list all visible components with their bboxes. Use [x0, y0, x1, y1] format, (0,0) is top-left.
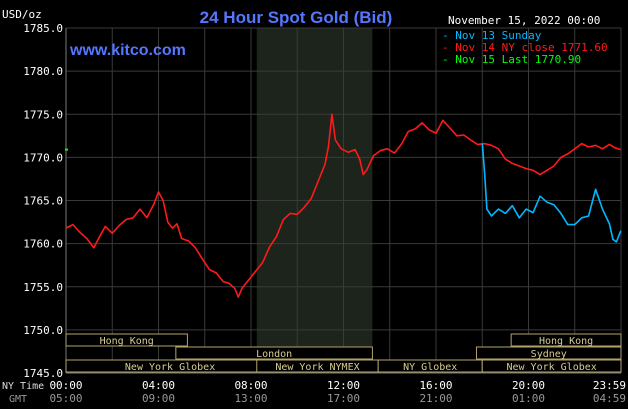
- y-axis-ticks: 1785.0 1780.0 1775.0 1770.0 1765.0 1760.0 1755…: [23, 22, 63, 380]
- session-new-york-globex: New York Globex: [65, 359, 275, 373]
- legend-item-nov13: - Nov 13 Sunday: [442, 29, 542, 42]
- session-box: [475, 346, 622, 360]
- unit-label: USD/oz: [2, 8, 42, 21]
- gmt-tick: 04:59: [593, 392, 626, 405]
- session-box: [481, 359, 622, 373]
- gmt-tick: 01:00: [512, 392, 545, 405]
- ny-time-tick: 16:00: [419, 379, 452, 392]
- session-label: New York Globex: [506, 362, 596, 373]
- y-tick-label: 1755.0: [23, 281, 63, 294]
- session-hong-kong: Hong Kong: [510, 333, 622, 347]
- ny-time-tick: 12:00: [327, 379, 360, 392]
- trading-sessions: Hong Kong London New York Globex New York N…: [65, 333, 622, 373]
- legend-item-nov14: - Nov 14 NY close 1771.60: [442, 41, 608, 54]
- session-label: London: [256, 349, 292, 360]
- y-tick-label: 1760.0: [23, 238, 63, 251]
- grid-lines: [65, 27, 622, 374]
- gmt-tick: 21:00: [419, 392, 452, 405]
- y-tick-label: 1750.0: [23, 324, 63, 337]
- session-box: [65, 333, 188, 347]
- ny-time-tick: 04:00: [142, 379, 175, 392]
- session-ny-globex: NY Globex: [377, 359, 483, 373]
- session-label: Sydney: [531, 349, 567, 360]
- session-box: [510, 333, 622, 347]
- gmt-tick: 17:00: [327, 392, 360, 405]
- session-box: [175, 346, 373, 360]
- legend-item-nov15: - Nov 15 Last 1770.90: [442, 53, 581, 66]
- gmt-label: GMT: [9, 394, 27, 405]
- y-tick-label: 1775.0: [23, 108, 63, 121]
- chart-date: November 15, 2022 00:00: [448, 14, 600, 27]
- session-sydney: Sydney: [475, 346, 622, 360]
- gmt-tick: 05:00: [49, 392, 82, 405]
- y-tick-label: 1770.0: [23, 151, 63, 164]
- session-label: New York Globex: [125, 362, 215, 373]
- ny-time-tick: 20:00: [512, 379, 545, 392]
- y-tick-label: 1765.0: [23, 195, 63, 208]
- session-hong-kong: Hong Kong: [65, 333, 188, 347]
- ny-time-tick: 08:00: [234, 379, 267, 392]
- session-label: New York NYMEX: [275, 362, 359, 373]
- session-new-york-nymex: New York NYMEX: [256, 359, 379, 373]
- gmt-tick: 13:00: [234, 392, 267, 405]
- y-tick-label: 1780.0: [23, 65, 63, 78]
- session-london: London: [175, 346, 373, 360]
- series-line: [65, 113, 622, 298]
- y-tick-label: 1785.0: [23, 22, 63, 35]
- session-label: Hong Kong: [539, 336, 593, 347]
- session-label: NY Globex: [403, 362, 457, 373]
- series-line: [481, 143, 622, 243]
- session-label: Hong Kong: [100, 336, 154, 347]
- ny-time-tick: 23:59: [593, 379, 626, 392]
- gmt-tick: 09:00: [142, 392, 175, 405]
- site-link[interactable]: www.kitco.com: [69, 42, 186, 59]
- ny-time-label: NY Time: [2, 381, 44, 392]
- price-series: [65, 113, 622, 298]
- session-new-york-globex: New York Globex: [481, 359, 622, 373]
- y-tick-label: 1745.0: [23, 367, 63, 380]
- legend: - Nov 13 Sunday - Nov 14 NY close 1771.6…: [442, 29, 608, 66]
- ny-time-tick: 00:00: [49, 379, 82, 392]
- chart-title: 24 Hour Spot Gold (Bid): [200, 8, 393, 27]
